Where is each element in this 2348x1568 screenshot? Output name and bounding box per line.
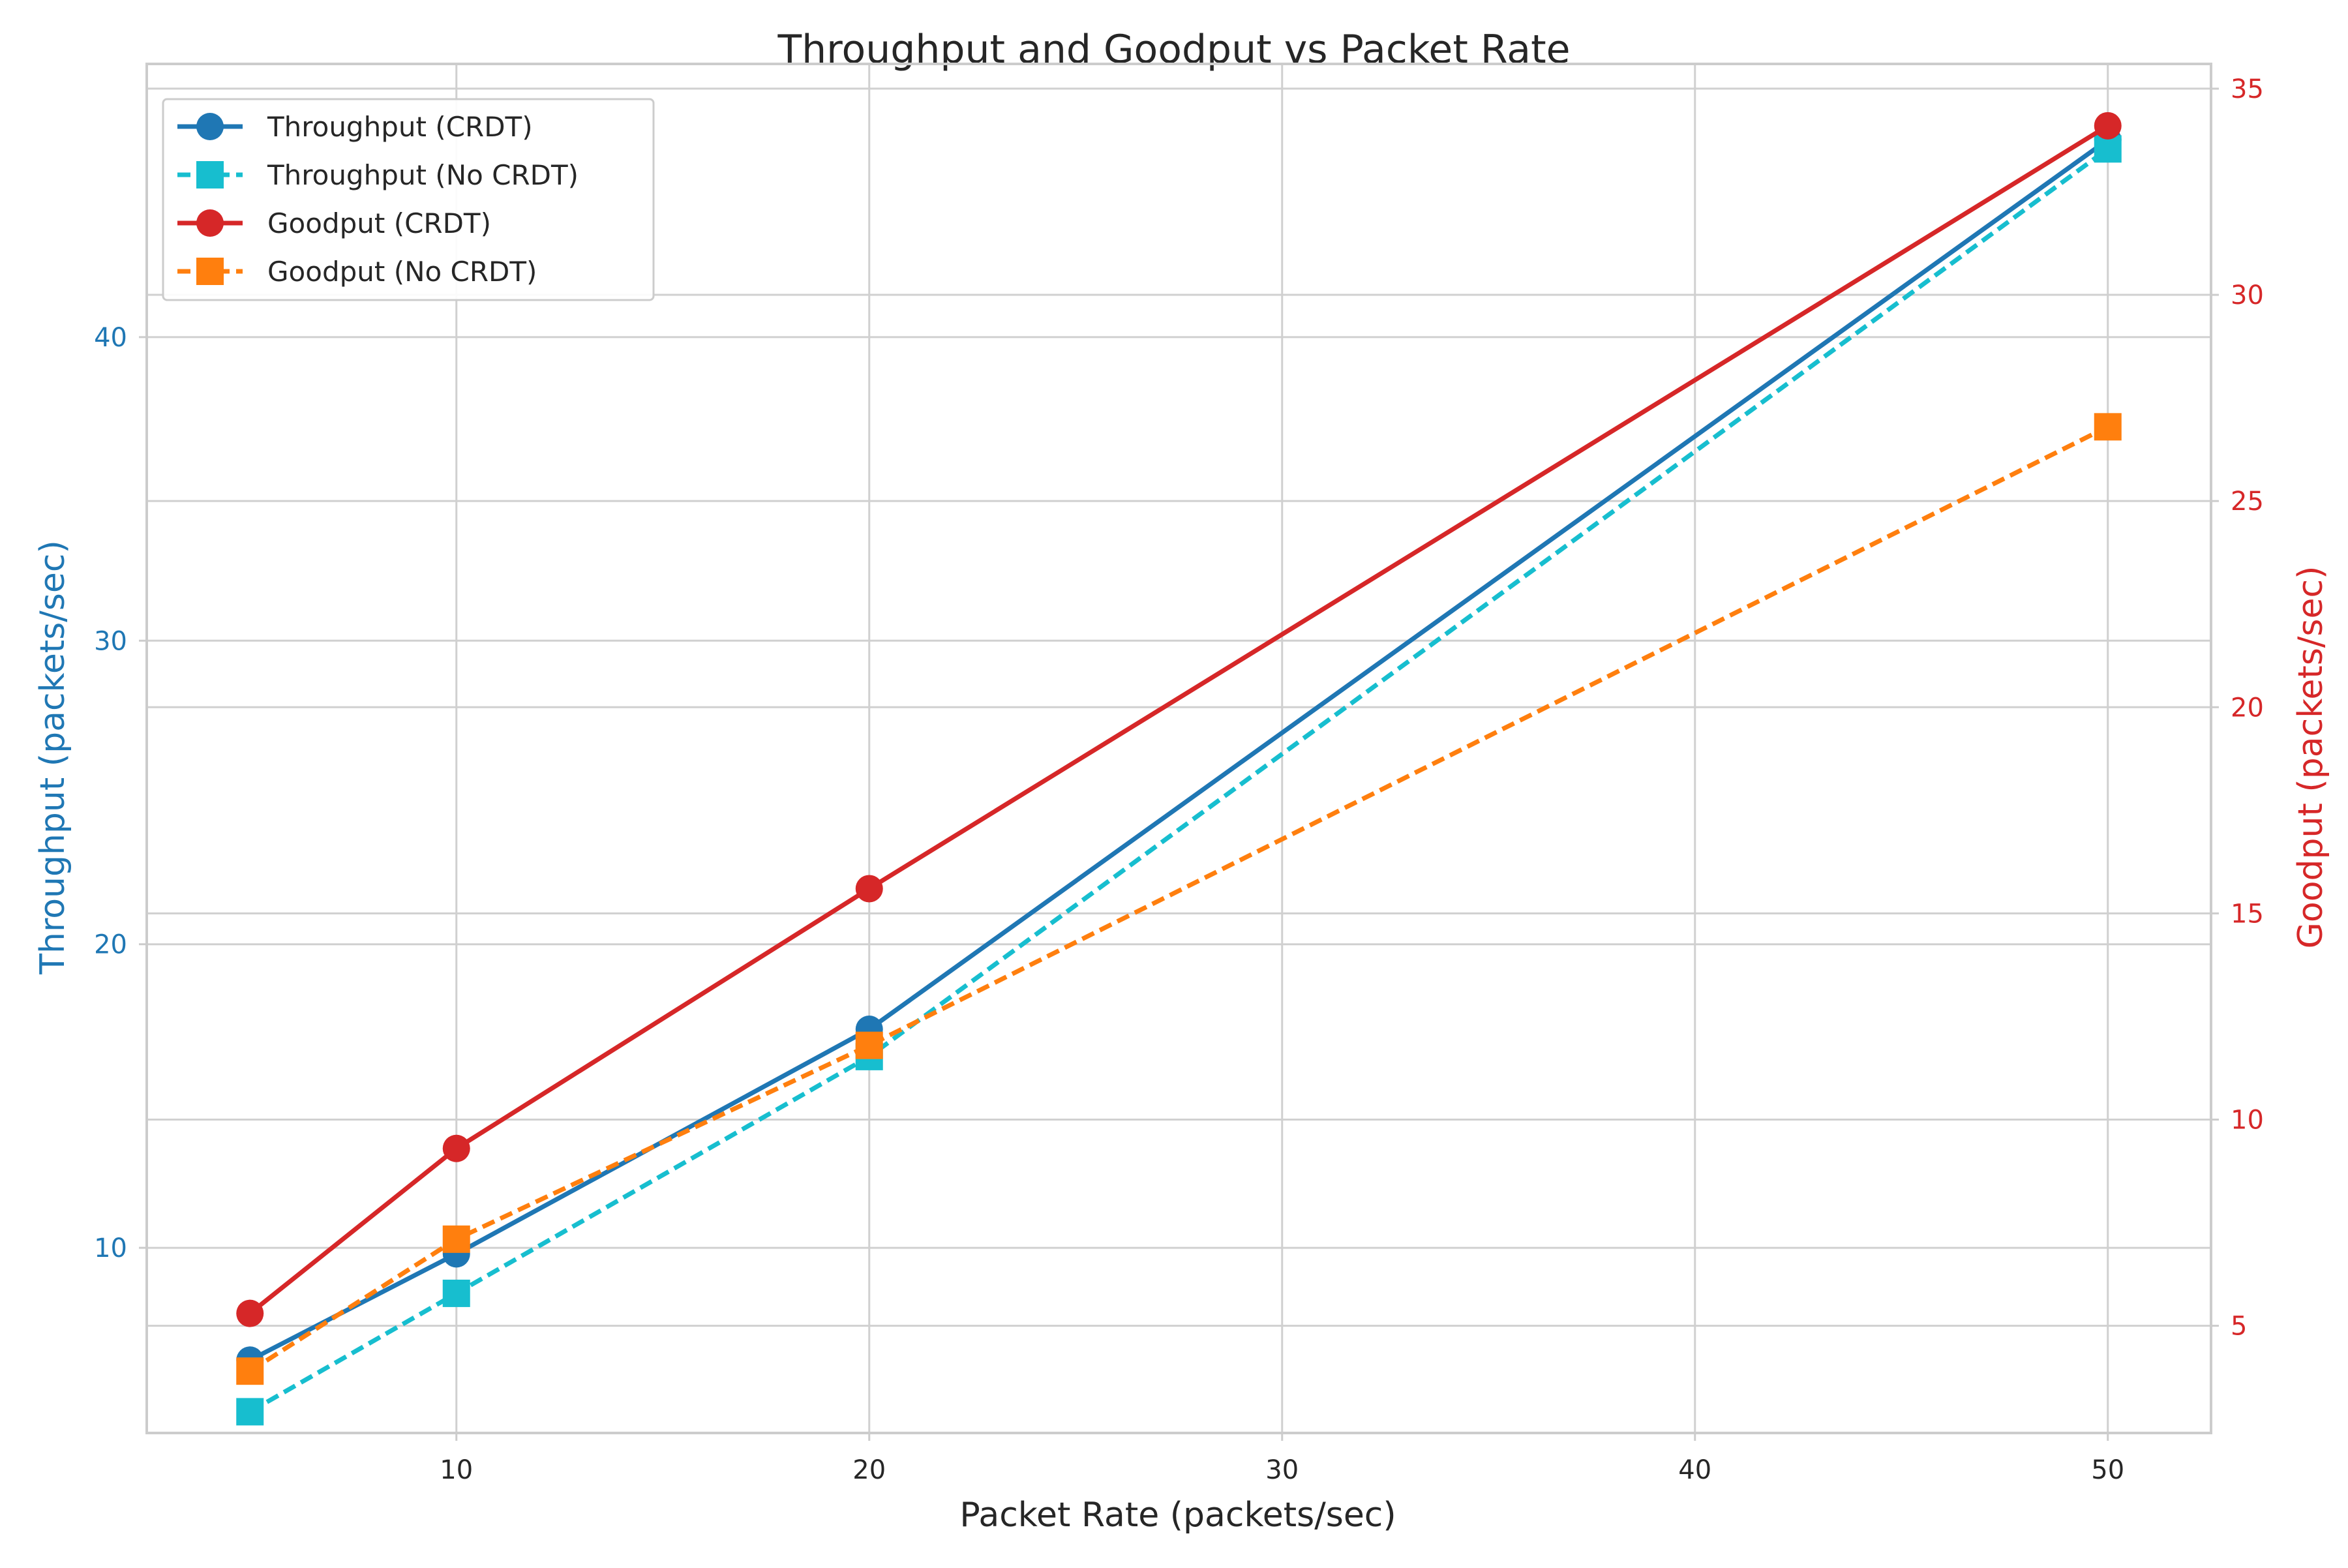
legend-label: Goodput (CRDT) — [267, 207, 491, 239]
y-axis-label-left: Throughput (packets/sec) — [33, 540, 72, 975]
data-point — [2094, 413, 2122, 441]
y-tick-label-left: 30 — [94, 626, 127, 656]
y-tick-label-left: 20 — [94, 930, 127, 960]
x-tick-label: 20 — [852, 1455, 886, 1485]
data-point — [442, 1279, 470, 1307]
y-tick-label-right: 30 — [2231, 280, 2264, 310]
data-point — [236, 1357, 264, 1385]
x-tick-label: 50 — [2091, 1455, 2124, 1485]
data-point — [2094, 112, 2122, 140]
legend-swatch-marker — [196, 258, 224, 285]
legend-label: Goodput (No CRDT) — [267, 256, 537, 288]
tick-labels: 10 20 30 40 50 10 20 30 40 5 10 15 20 25 30 35 — [94, 74, 2264, 1485]
x-tick-label: 40 — [1678, 1455, 1711, 1485]
y-tick-label-right: 5 — [2231, 1312, 2247, 1342]
y-tick-label-right: 15 — [2231, 899, 2264, 929]
y-axis-label-right: Goodput (packets/sec) — [2291, 566, 2330, 949]
grid-lines — [147, 64, 2211, 1433]
series-line — [248, 123, 2109, 1316]
legend-swatch-marker — [196, 161, 224, 188]
chart-title: Throughput and Goodput vs Packet Rate — [777, 27, 1570, 72]
series-group — [236, 126, 2122, 1374]
data-point — [236, 1299, 264, 1327]
data-point — [855, 875, 883, 903]
legend-label: Throughput (No CRDT) — [267, 159, 579, 191]
y-tick-label-right: 10 — [2231, 1106, 2264, 1136]
data-point — [2094, 135, 2122, 163]
legend-swatch-marker — [196, 209, 224, 237]
legend: Throughput (CRDT) Throughput (No CRDT) Goo… — [162, 98, 655, 301]
data-point — [442, 1134, 470, 1162]
series-line — [248, 147, 2109, 1414]
y-tick-label-left: 10 — [94, 1233, 127, 1263]
legend-swatch-marker — [196, 113, 224, 140]
x-axis-label: Packet Rate (packets/sec) — [959, 1496, 1396, 1535]
data-point — [855, 1031, 883, 1059]
series-group — [236, 413, 2122, 1385]
series-line — [248, 138, 2109, 1363]
series-group — [236, 135, 2122, 1426]
data-point — [442, 1225, 470, 1253]
legend-label: Throughput (CRDT) — [267, 111, 533, 143]
y-tick-label-left: 40 — [94, 323, 127, 353]
data-point — [236, 1398, 264, 1426]
plot-frame — [145, 63, 2212, 1434]
y-tick-label-right: 20 — [2231, 693, 2264, 723]
x-tick-label: 10 — [440, 1455, 473, 1485]
y-tick-label-right: 25 — [2231, 487, 2264, 517]
y-tick-label-right: 35 — [2231, 74, 2264, 104]
x-tick-label: 30 — [1265, 1455, 1299, 1485]
series-line — [248, 425, 2109, 1374]
legend-box — [162, 98, 655, 301]
series-group — [236, 112, 2122, 1327]
